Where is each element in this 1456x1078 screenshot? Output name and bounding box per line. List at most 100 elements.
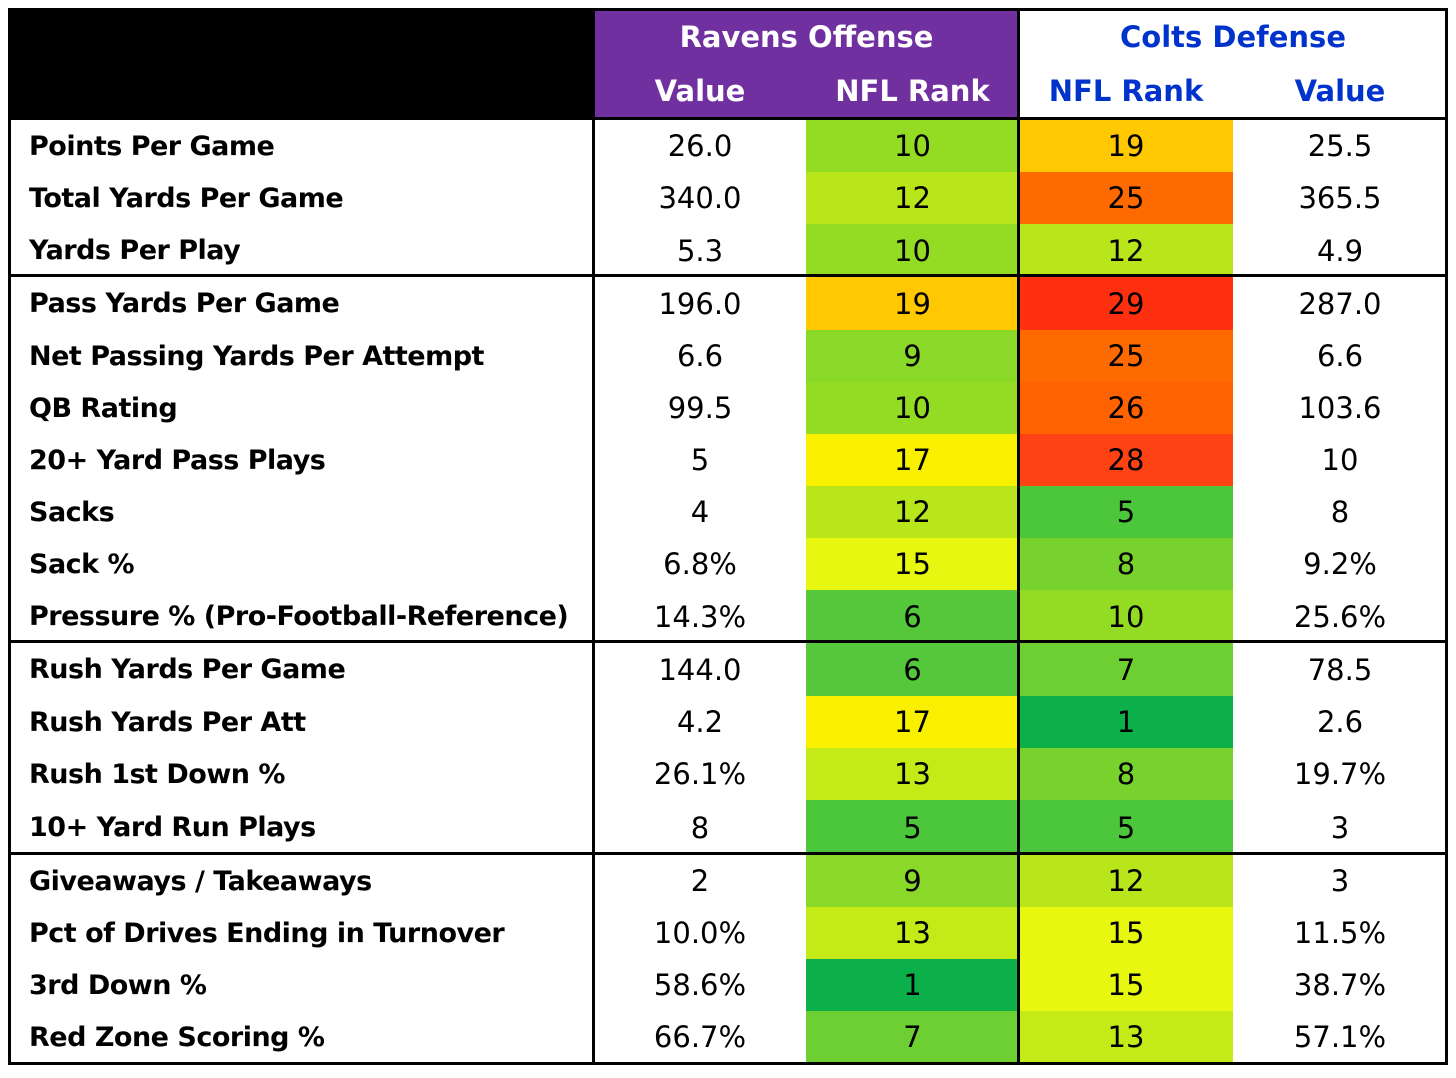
header-black-block (9, 9, 594, 118)
ravens-rank-cell: 19 (806, 277, 1019, 330)
colts-value-cell: 9.2% (1303, 547, 1377, 581)
colts-value-cell: 25.6% (1293, 599, 1387, 634)
ravens-value-cell: 66.7% (653, 1020, 747, 1054)
ravens-value-cell: 6.6 (676, 339, 724, 373)
row-label: Rush Yards Per Att (29, 706, 306, 738)
row-label: Sack % (29, 548, 135, 580)
ravens-rank-cell: 13 (806, 907, 1019, 959)
ravens-offense-title: Ravens Offense (679, 20, 934, 54)
row-label: 20+ Yard Pass Plays (29, 444, 326, 476)
row-label: Points Per Game (29, 130, 275, 162)
colts-rank-cell: 29 (1019, 277, 1233, 330)
ravens-rank-cell: 1 (806, 959, 1019, 1011)
colts-value-cell: 38.7% (1293, 968, 1387, 1002)
colts-value-cell: 8 (1330, 495, 1350, 529)
colts-value-cell: 4.9 (1316, 233, 1364, 268)
colts-rank-cell: 28 (1019, 434, 1233, 486)
border-right (1445, 8, 1448, 1065)
row-label: Giveaways / Takeaways (29, 865, 372, 897)
colts-value-cell: 2.6 (1316, 705, 1364, 739)
colts-value-cell: 10 (1321, 443, 1359, 477)
ravens-rank-cell: 10 (806, 224, 1019, 277)
colts-value-cell: 6.6 (1316, 339, 1364, 373)
row-label: Rush 1st Down % (29, 758, 285, 790)
colts-rank-cell: 5 (1019, 800, 1233, 855)
ravens-rank-cell: 6 (806, 643, 1019, 696)
divider-section-1 (8, 274, 1448, 277)
ravens-rank-cell: 10 (806, 382, 1019, 434)
colts-rank-cell: 5 (1019, 486, 1233, 538)
ravens-value-cell: 5.3 (676, 233, 724, 268)
ravens-value-cell: 10.0% (653, 916, 747, 950)
row-label: Total Yards Per Game (29, 182, 344, 214)
ravens-value-cell: 6.8% (663, 547, 737, 581)
colts-rank-cell: 1 (1019, 696, 1233, 748)
ravens-value-cell: 99.5 (667, 391, 733, 425)
ravens-rank-cell: 13 (806, 748, 1019, 800)
colts-rank-cell: 25 (1019, 330, 1233, 382)
colts-rank-cell: 19 (1019, 120, 1233, 172)
row-label: Rush Yards Per Game (29, 654, 346, 685)
colts-value-cell: 11.5% (1293, 916, 1387, 950)
row-label: 3rd Down % (29, 969, 207, 1001)
ravens-rank-cell: 5 (806, 800, 1019, 855)
colts-rank-cell: 15 (1019, 907, 1233, 959)
colts-value-cell: 19.7% (1293, 757, 1387, 791)
divider-section-2 (8, 640, 1448, 643)
ravens-rank-header: NFL Rank (835, 74, 990, 108)
divider-header (8, 117, 1448, 120)
ravens-value-cell: 8 (690, 810, 710, 845)
ravens-rank-cell: 9 (806, 330, 1019, 382)
ravens-value-cell: 26.1% (653, 757, 747, 791)
row-label: Pass Yards Per Game (29, 288, 340, 319)
colts-defense-title: Colts Defense (1120, 20, 1346, 54)
colts-value-cell: 103.6 (1298, 391, 1382, 425)
colts-rank-cell: 12 (1019, 855, 1233, 907)
ravens-value-cell: 4 (690, 495, 710, 529)
colts-rank-cell: 10 (1019, 590, 1233, 643)
ravens-value-cell: 5 (690, 443, 710, 477)
colts-header-block (1019, 9, 1447, 118)
ravens-rank-cell: 17 (806, 696, 1019, 748)
ravens-rank-cell: 6 (806, 590, 1019, 643)
divider-section-3 (8, 852, 1448, 855)
colts-value-cell: 365.5 (1298, 181, 1382, 215)
row-label: Sacks (29, 496, 115, 528)
ravens-value-cell: 144.0 (658, 652, 742, 687)
colts-rank-cell: 15 (1019, 959, 1233, 1011)
ravens-value-header: Value (654, 74, 746, 108)
ravens-value-cell: 2 (690, 864, 710, 898)
row-label: Pressure % (Pro-Football-Reference) (29, 601, 569, 632)
ravens-rank-cell: 9 (806, 855, 1019, 907)
colts-rank-cell: 26 (1019, 382, 1233, 434)
colts-value-cell: 78.5 (1307, 652, 1373, 687)
colts-value-cell: 25.5 (1307, 129, 1373, 163)
colts-rank-header: NFL Rank (1048, 74, 1204, 108)
colts-rank-cell: 13 (1019, 1011, 1233, 1063)
ravens-header-block (594, 9, 1019, 118)
row-label: Yards Per Play (29, 235, 241, 266)
colts-rank-cell: 12 (1019, 224, 1233, 277)
row-label: Red Zone Scoring % (29, 1021, 325, 1053)
colts-rank-cell: 8 (1019, 748, 1233, 800)
ravens-value-cell: 4.2 (676, 705, 724, 739)
ravens-rank-cell: 7 (806, 1011, 1019, 1063)
row-label: 10+ Yard Run Plays (29, 812, 316, 843)
colts-value-cell: 3 (1330, 864, 1350, 898)
colts-value-cell: 3 (1330, 810, 1350, 845)
colts-value-header: Value (1294, 74, 1386, 108)
ravens-value-cell: 58.6% (653, 968, 747, 1002)
ravens-rank-cell: 12 (806, 172, 1019, 224)
colts-rank-cell: 8 (1019, 538, 1233, 590)
ravens-value-cell: 340.0 (658, 181, 742, 215)
border-top (8, 8, 1448, 11)
colts-value-cell: 57.1% (1293, 1020, 1387, 1054)
ravens-rank-cell: 17 (806, 434, 1019, 486)
row-label: Net Passing Yards Per Attempt (29, 340, 484, 372)
colts-value-cell: 287.0 (1298, 286, 1382, 321)
ravens-rank-cell: 15 (806, 538, 1019, 590)
ravens-value-cell: 14.3% (653, 599, 747, 634)
border-left (8, 8, 11, 1065)
row-label: QB Rating (29, 392, 178, 424)
